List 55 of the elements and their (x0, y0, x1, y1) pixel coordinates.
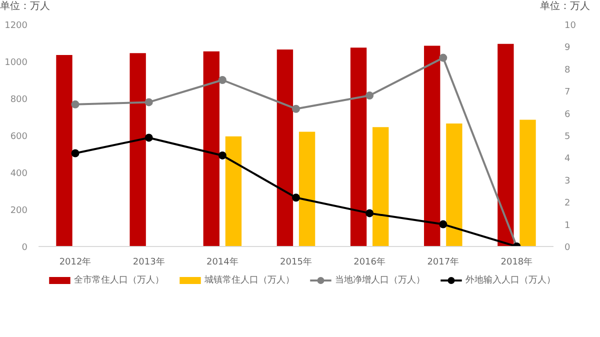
bar (276, 49, 294, 246)
bar (446, 123, 462, 246)
y-tick-label: 1200 (4, 21, 28, 31)
point (292, 194, 300, 202)
bar (372, 127, 389, 246)
point (439, 220, 448, 228)
x-tick-label: 2012年 (59, 256, 92, 268)
y2-tick-label: 2 (564, 198, 570, 209)
y-tick-label: 600 (10, 132, 28, 142)
point (218, 76, 226, 84)
y2-tick-label: 0 (564, 243, 570, 253)
y2-tick-label: 9 (564, 43, 570, 54)
x-tick-label: 2018年 (500, 256, 533, 268)
x-tick-label: 2016年 (354, 256, 386, 268)
y2-tick-label: 1 (564, 220, 570, 231)
y2-tick-label: 3 (564, 176, 570, 186)
bar (498, 44, 514, 246)
y-tick-label: 1000 (4, 58, 28, 68)
point (144, 98, 153, 106)
bar (225, 136, 242, 246)
y-axis-title: 单位：万人 (0, 0, 50, 14)
bar (56, 55, 72, 246)
x-tick-label: 2015年 (280, 256, 312, 268)
point (71, 100, 80, 108)
y2-axis-title: 单位：万人 (540, 0, 590, 14)
y-tick-label: 200 (10, 206, 28, 216)
y-tick-label: 800 (10, 95, 28, 105)
x-tick-label: 2017年 (427, 256, 460, 268)
x-tick-label: 2014年 (206, 256, 238, 268)
point (144, 134, 153, 142)
point (439, 54, 448, 62)
y2-tick-label: 5 (564, 132, 570, 142)
y-tick-label: 400 (10, 169, 28, 179)
point (366, 209, 374, 218)
legend-label: 全市常住人口（万人） (74, 274, 164, 286)
legend-label: 外地输入人口（万人） (465, 274, 556, 286)
y2-tick-label: 8 (564, 65, 570, 76)
bar (203, 51, 220, 246)
legend-label: 当地净增人口（万人） (334, 274, 425, 286)
y2-tick-label: 10 (564, 21, 576, 31)
y2-tick-label: 7 (564, 88, 570, 98)
point (71, 149, 80, 158)
bar (298, 132, 316, 246)
x-tick-label: 2013年 (132, 256, 165, 268)
y2-tick-label: 6 (564, 110, 570, 120)
y-tick-label: 0 (22, 243, 28, 253)
point (292, 104, 300, 113)
bar (520, 120, 536, 246)
point (366, 92, 374, 100)
point (218, 151, 226, 160)
bar (350, 48, 367, 246)
bar (424, 46, 440, 246)
legend-label: 城镇常住人口（万人） (203, 274, 294, 286)
bar (130, 53, 146, 246)
y2-tick-label: 4 (564, 154, 570, 164)
